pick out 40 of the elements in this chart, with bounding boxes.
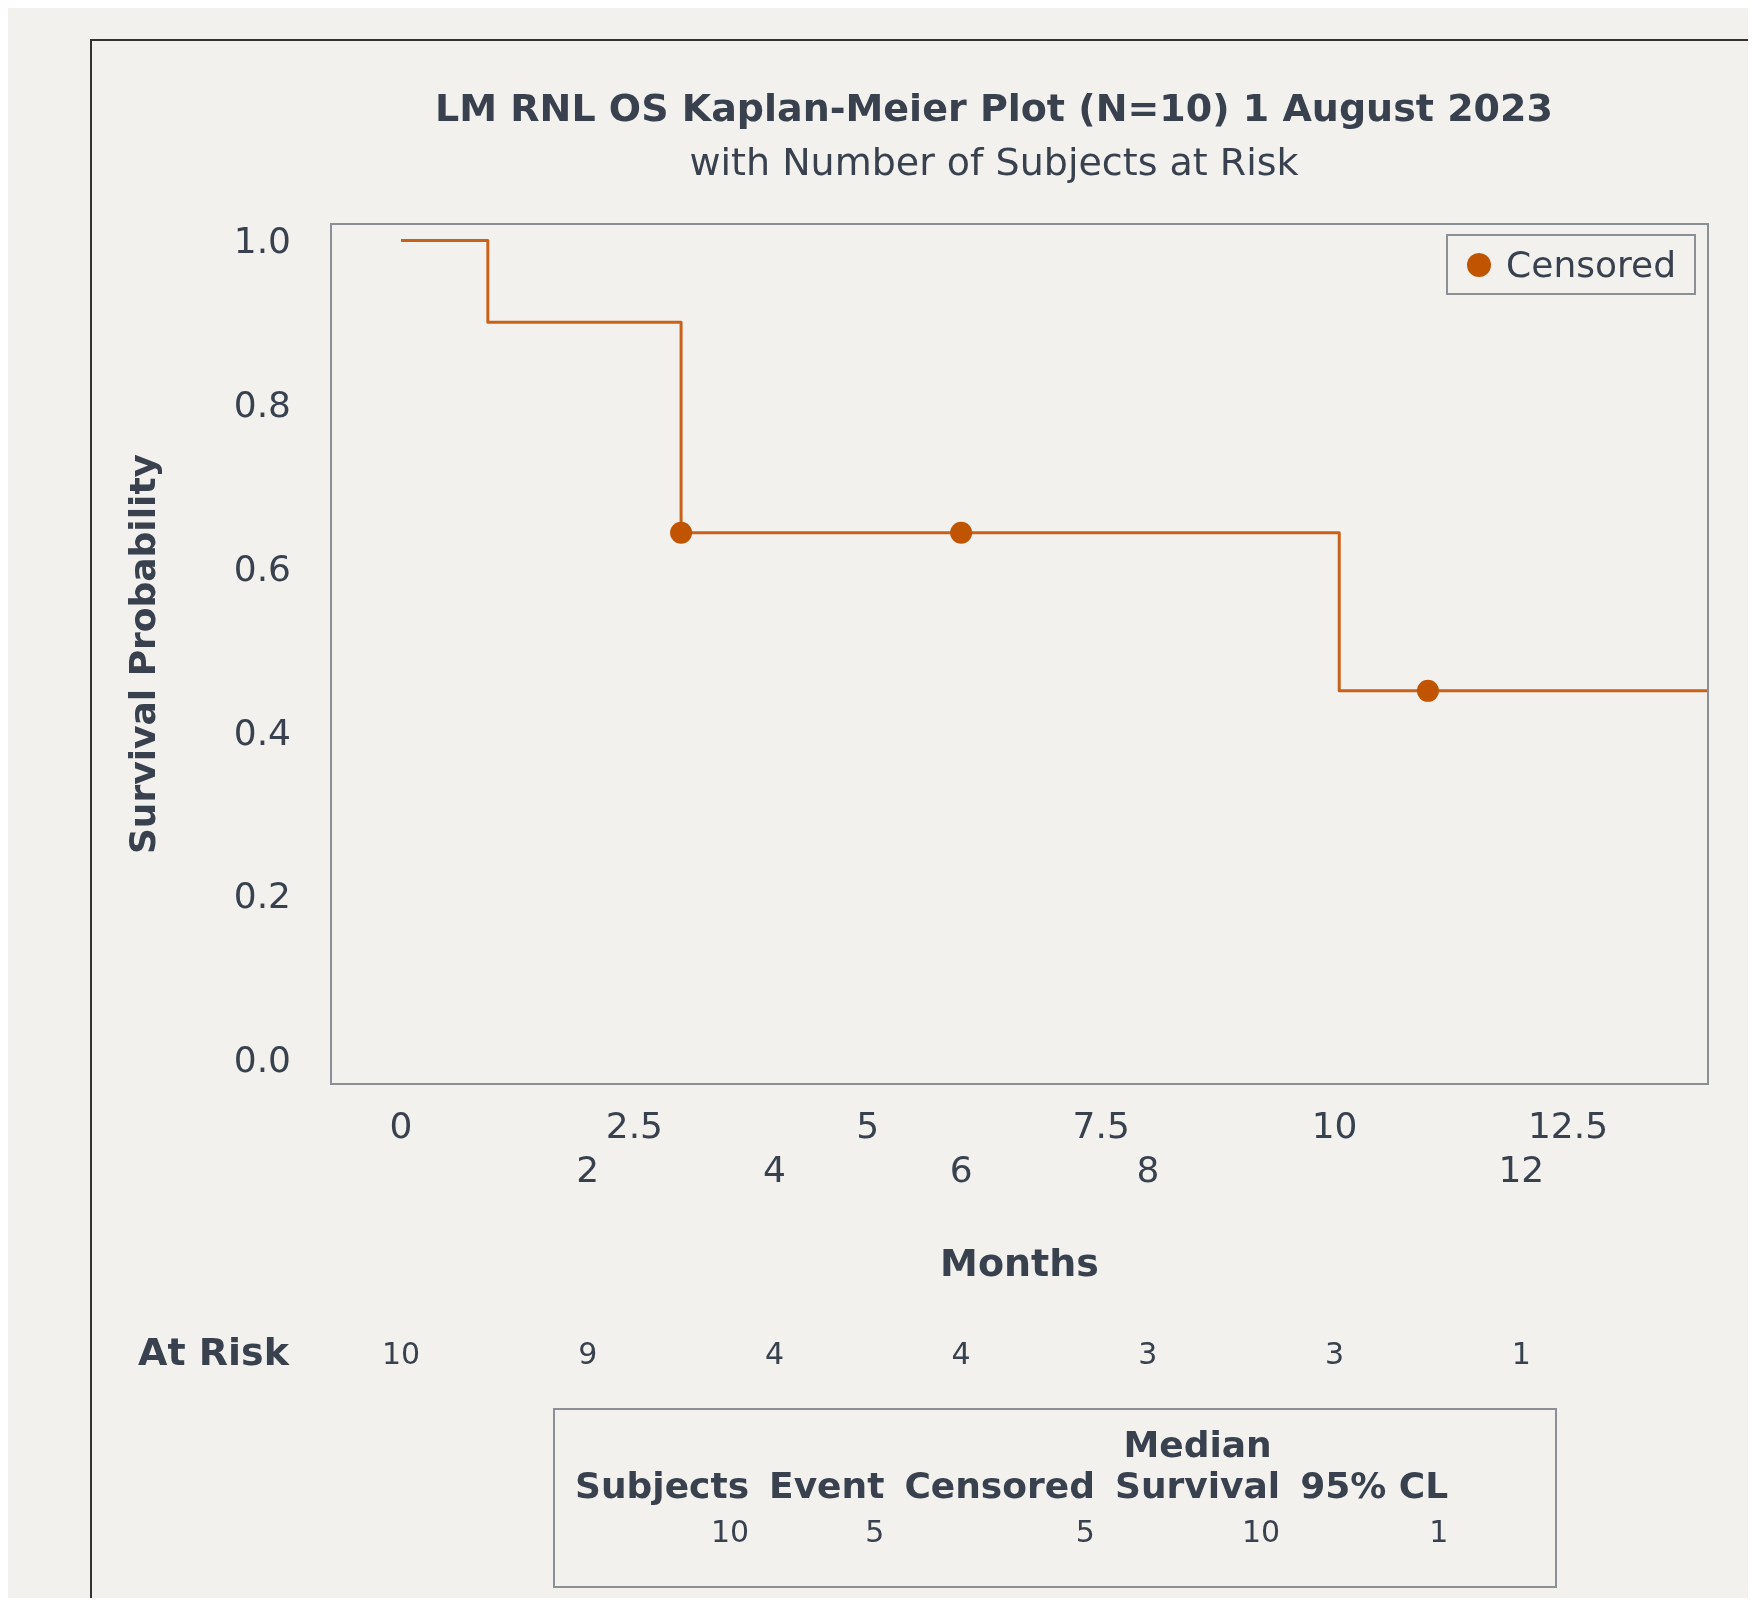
y-tick-label: 1.0 xyxy=(233,220,291,262)
text: 10 xyxy=(1241,1513,1282,1549)
text: 4 xyxy=(763,1336,785,1371)
x-tick-label: 0 xyxy=(389,1104,413,1146)
legend-label: Censored xyxy=(1506,244,1676,285)
text: 3 xyxy=(1137,1336,1159,1371)
x-tick-label: 5 xyxy=(856,1104,880,1146)
text: Subjects xyxy=(574,1464,751,1506)
text: 4 xyxy=(950,1336,972,1371)
text: At Risk xyxy=(138,1330,289,1374)
text: 10 xyxy=(380,1336,422,1371)
text: 10 xyxy=(709,1513,751,1549)
text: 95% CL xyxy=(1299,1464,1450,1506)
text: Event xyxy=(768,1464,886,1506)
y-tick-label: 0.8 xyxy=(233,383,291,425)
text: 3 xyxy=(1324,1336,1346,1371)
x2-tick-label: 8 xyxy=(1136,1148,1160,1190)
x2-tick-label: 4 xyxy=(762,1148,786,1190)
text: 1 xyxy=(1428,1513,1450,1549)
x-tick-label: 7.5 xyxy=(1072,1104,1130,1146)
chart-title: LM RNL OS Kaplan-Meier Plot (N=10) 1 August 2023 xyxy=(434,86,1554,130)
y-tick-label: 0.6 xyxy=(233,547,291,589)
text: 5 xyxy=(1074,1513,1096,1549)
text: 9 xyxy=(577,1336,599,1371)
y-tick-label: 0.2 xyxy=(233,875,291,917)
x2-tick-label: 12 xyxy=(1498,1148,1545,1190)
y-tick-label: 0.0 xyxy=(233,1039,291,1081)
text: Censored xyxy=(903,1464,1096,1506)
y-axis-title: Survival Probability xyxy=(121,453,163,855)
x2-tick-label: 2 xyxy=(576,1148,600,1190)
text: 5 xyxy=(864,1513,886,1549)
x-tick-label: 12.5 xyxy=(1527,1104,1609,1146)
text: Median Survival xyxy=(1113,1424,1282,1506)
x2-tick-label: 6 xyxy=(949,1148,973,1190)
chart-subtitle: with Number of Subjects at Risk xyxy=(688,140,1300,184)
x-axis-title: Months xyxy=(940,1241,1099,1285)
x-tick-label: 2.5 xyxy=(605,1104,664,1146)
y-tick-label: 0.4 xyxy=(233,711,291,753)
text: 1 xyxy=(1510,1336,1532,1371)
x-tick-label: 10 xyxy=(1311,1104,1358,1146)
